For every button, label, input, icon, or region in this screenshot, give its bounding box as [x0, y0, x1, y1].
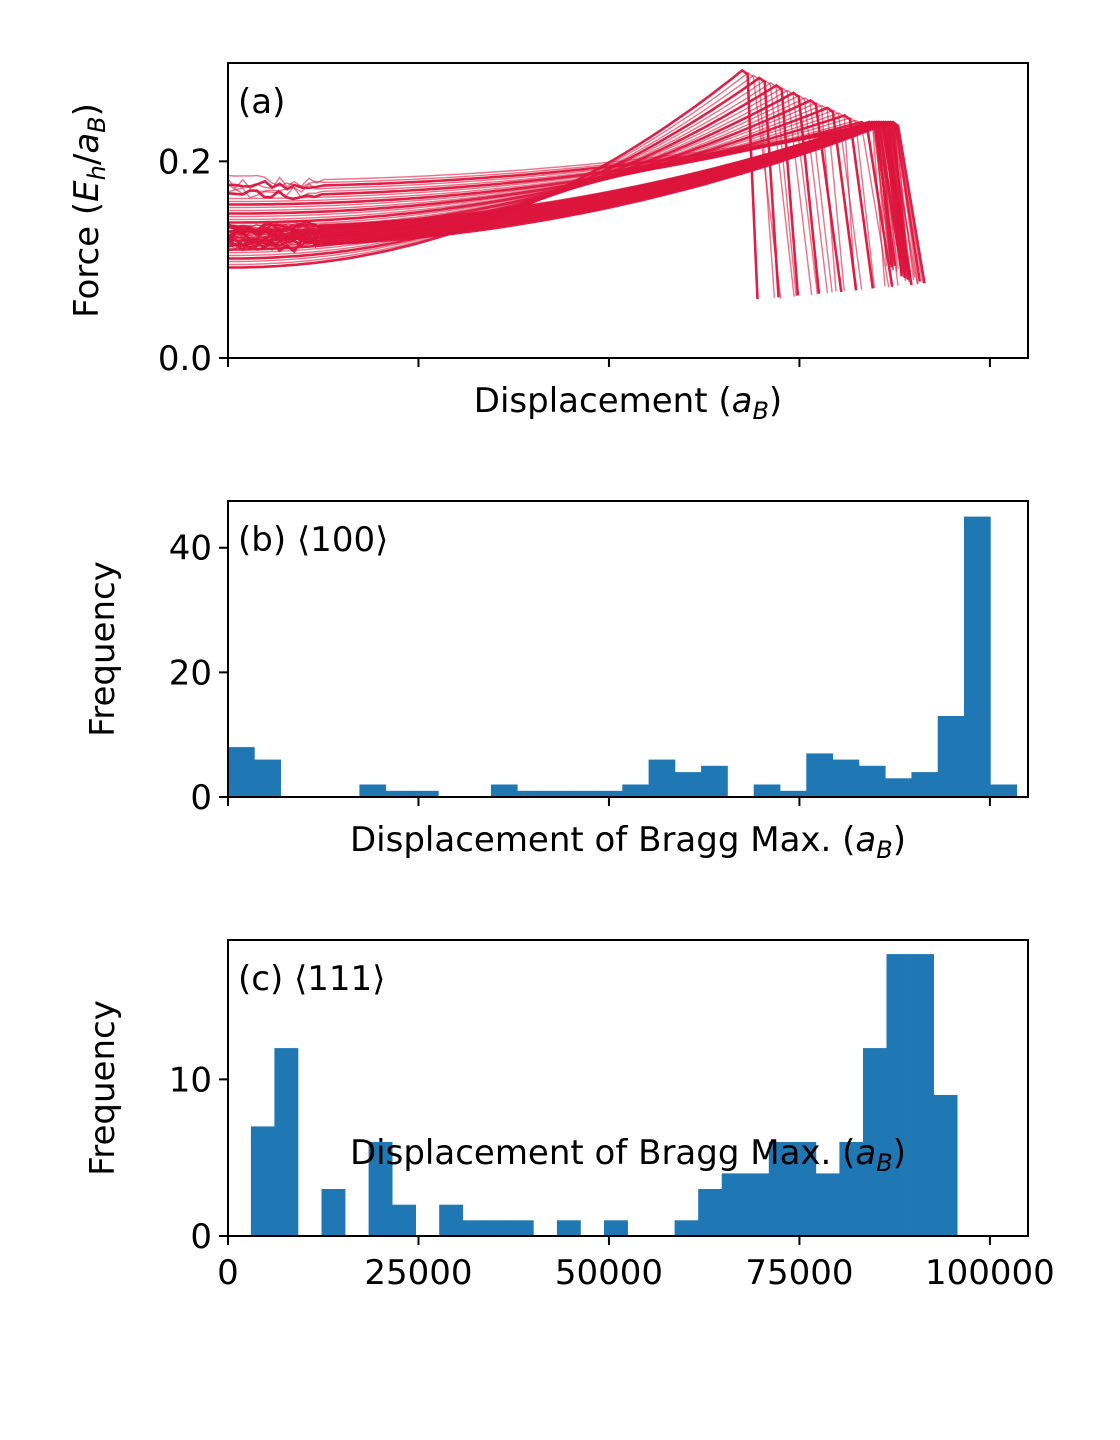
- histogram-bar: [517, 790, 544, 797]
- histogram-bar: [509, 1220, 534, 1236]
- histogram-bar: [768, 1142, 793, 1236]
- x-axis-label: Displacement (aB): [474, 381, 782, 425]
- x-tick-label: 25000: [364, 1253, 472, 1293]
- force-curve-line: [228, 121, 892, 265]
- histogram-bar: [604, 1220, 628, 1236]
- force-curve-line: [228, 109, 863, 290]
- histogram-bar: [228, 747, 255, 797]
- histogram-bar: [622, 784, 649, 797]
- histogram-bar: [832, 759, 860, 797]
- histogram-bar: [462, 1220, 487, 1236]
- histogram-bar: [392, 1204, 416, 1236]
- histogram-bar: [885, 778, 912, 797]
- force-curve-line: [228, 106, 858, 291]
- histogram-bar: [274, 1048, 299, 1236]
- y-tick-label: 40: [169, 529, 212, 569]
- x-tick-label: 100000: [925, 1253, 1055, 1293]
- panel-label: (c) ⟨111⟩: [238, 959, 385, 999]
- histogram-bar: [321, 1189, 346, 1236]
- histogram-bar: [910, 954, 934, 1236]
- histogram-bar: [721, 1173, 746, 1236]
- force-curve-line: [228, 121, 910, 283]
- histogram-bar: [937, 716, 965, 797]
- histogram-bar: [990, 784, 1017, 797]
- histogram-bar: [753, 784, 781, 797]
- y-tick-label: 10: [169, 1060, 212, 1100]
- y-tick-label: 0.2: [158, 142, 212, 182]
- histogram-bar: [858, 765, 886, 797]
- y-axis-label: Frequency: [83, 1000, 123, 1176]
- histogram-bar: [815, 1173, 840, 1236]
- histogram-bar: [596, 790, 623, 797]
- histogram-bar: [964, 516, 991, 797]
- histogram-bar: [648, 759, 676, 797]
- x-tick-label: 0: [217, 1253, 239, 1293]
- force-curves: [228, 68, 926, 300]
- axes-frame: [227, 500, 1029, 798]
- y-tick-label: 20: [169, 653, 212, 693]
- histogram-bar: [674, 772, 702, 797]
- histogram-bar: [886, 954, 911, 1236]
- force-curve-line: [228, 121, 924, 283]
- y-tick-label: 0: [190, 778, 212, 818]
- histogram-bar: [569, 790, 597, 797]
- histogram-bar: [792, 1142, 817, 1236]
- histogram-bars: [228, 516, 1017, 797]
- y-tick-label: 0.0: [158, 339, 212, 379]
- histogram-bar: [543, 790, 571, 797]
- x-axis-label: Displacement of Bragg Max. (aB): [350, 820, 906, 864]
- histogram-bar: [359, 784, 387, 797]
- y-tick-label: 0: [190, 1217, 212, 1257]
- panel-label: (b) ⟨100⟩: [238, 520, 388, 560]
- histogram-bar: [254, 759, 281, 797]
- histogram-bar: [745, 1173, 770, 1236]
- histogram-bars: [250, 954, 958, 1236]
- x-axis-label: Displacement of Bragg Max. (aB): [350, 1133, 906, 1177]
- histogram-bar: [839, 1142, 864, 1236]
- histogram-bar: [412, 790, 439, 797]
- histogram-bar: [698, 1189, 723, 1236]
- x-tick-label: 75000: [745, 1253, 853, 1293]
- histogram-bar: [439, 1204, 464, 1236]
- force-curve-line: [228, 113, 875, 289]
- panel-c-histogram-111: 0 25000 50000 75000 100000 0 10 (c) ⟨111⟩ Displa…: [83, 939, 1055, 1293]
- axes-frame: [227, 939, 1029, 1237]
- histogram-bar: [780, 790, 807, 797]
- histogram-bar: [250, 1126, 275, 1236]
- histogram-bar: [556, 1220, 581, 1236]
- histogram-bar: [486, 1220, 511, 1236]
- panel-b-histogram-100: 0 20 40 (b) ⟨100⟩ Displacement of Bragg Max.…: [83, 500, 1029, 864]
- x-tick-label: 50000: [555, 1253, 663, 1293]
- panel-a-force-curves: 0.0 0.2 (a) Displacement (aB) Force (Eh/aB): [67, 62, 1029, 425]
- y-axis-label: Force (Eh/aB): [67, 103, 111, 318]
- y-axis-label: Frequency: [83, 561, 123, 737]
- histogram-bar: [674, 1220, 699, 1236]
- histogram-bar: [368, 1142, 393, 1236]
- histogram-bar: [863, 1048, 887, 1236]
- histogram-bar: [933, 1095, 958, 1236]
- force-curve-line: [228, 120, 926, 284]
- axes-frame: [227, 62, 1029, 359]
- histogram-bar: [385, 790, 413, 797]
- histogram-bar: [701, 765, 728, 797]
- panel-label: (a): [238, 82, 285, 122]
- histogram-bar: [911, 772, 939, 797]
- histogram-bar: [490, 784, 518, 797]
- histogram-bar: [806, 753, 833, 797]
